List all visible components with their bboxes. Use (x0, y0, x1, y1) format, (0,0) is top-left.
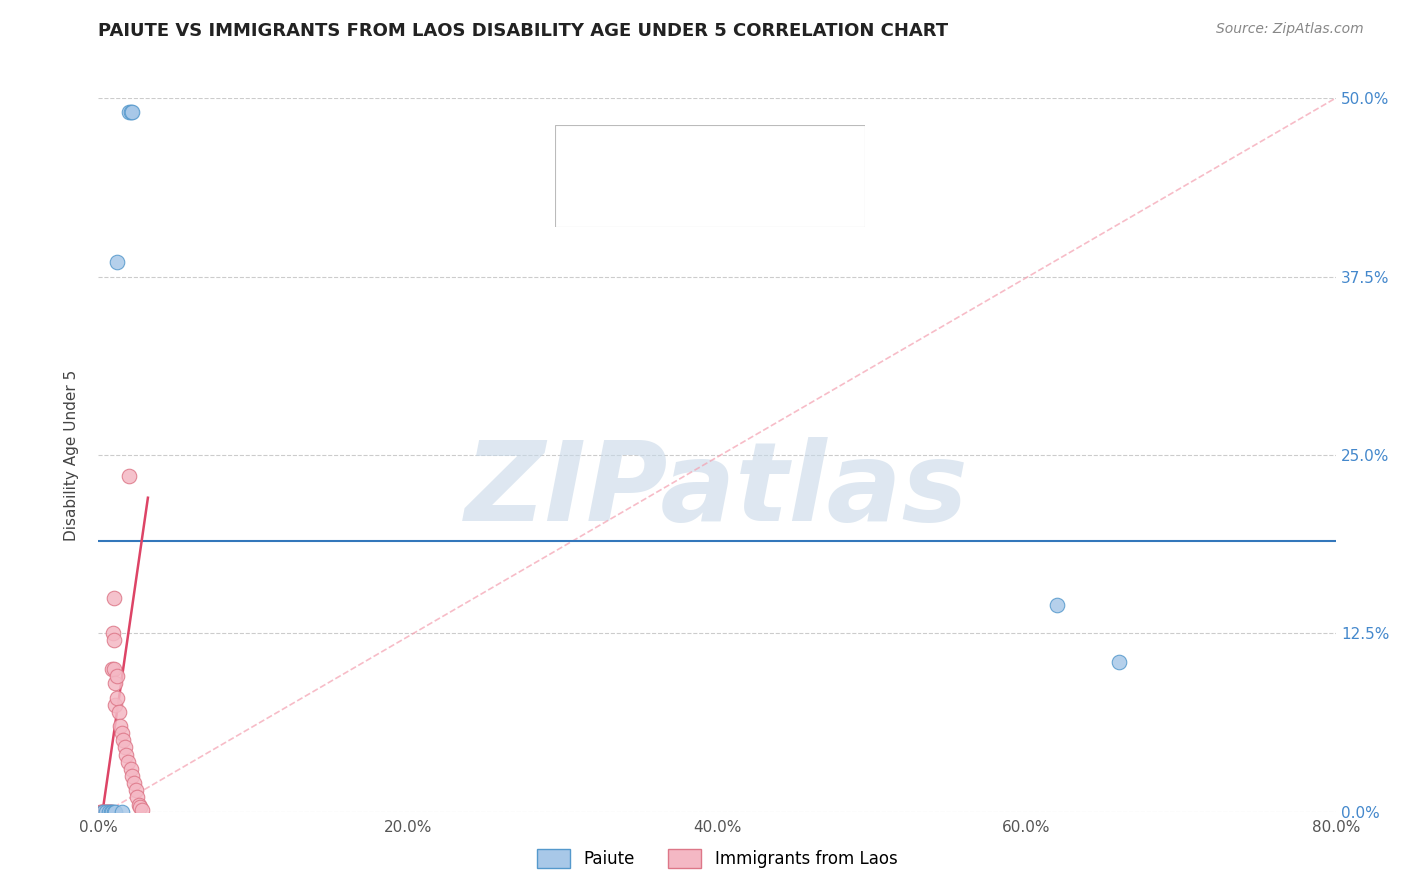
Text: PAIUTE VS IMMIGRANTS FROM LAOS DISABILITY AGE UNDER 5 CORRELATION CHART: PAIUTE VS IMMIGRANTS FROM LAOS DISABILIT… (98, 22, 949, 40)
Point (118, 105, 141, 120)
Point (124, 783, 146, 797)
Point (96, 805, 118, 819)
Point (91, 805, 114, 819)
Point (91, 805, 114, 819)
Point (93, 805, 115, 819)
Point (98, 805, 121, 819)
Point (96, 805, 118, 819)
Point (105, 669, 128, 683)
Point (108, 719, 131, 733)
Point (97, 805, 120, 819)
Point (103, 591, 125, 605)
Text: ZIPatlas: ZIPatlas (465, 437, 969, 544)
Point (121, 769, 143, 783)
Point (114, 740, 136, 755)
Point (97, 805, 120, 819)
FancyBboxPatch shape (568, 184, 612, 216)
Point (128, 797, 150, 812)
Point (118, 469, 141, 483)
Point (120, 762, 142, 776)
Point (100, 805, 122, 819)
Point (101, 805, 124, 819)
Point (100, 805, 122, 819)
Point (112, 733, 135, 747)
Y-axis label: Disability Age Under 5: Disability Age Under 5 (65, 369, 79, 541)
Point (90, 805, 112, 819)
Point (1108, 655, 1130, 669)
Point (96, 805, 118, 819)
Point (107, 705, 129, 719)
Point (117, 755, 139, 769)
Point (101, 662, 124, 676)
Point (1046, 598, 1069, 612)
Point (129, 800, 152, 814)
Point (101, 626, 124, 640)
Point (105, 255, 128, 269)
FancyBboxPatch shape (555, 125, 865, 227)
Point (122, 776, 145, 790)
Point (100, 805, 122, 819)
Point (90, 805, 112, 819)
Point (105, 690, 128, 705)
Point (98, 805, 121, 819)
Text: R = -0.005   N = 11: R = -0.005 N = 11 (623, 144, 786, 161)
FancyBboxPatch shape (568, 136, 612, 169)
Point (127, 790, 149, 805)
Point (120, 105, 142, 120)
Point (104, 676, 127, 690)
Text: Source: ZipAtlas.com: Source: ZipAtlas.com (1216, 22, 1364, 37)
Point (93, 805, 115, 819)
Point (103, 662, 125, 676)
Point (115, 747, 138, 762)
Point (91, 805, 114, 819)
Legend: Paiute, Immigrants from Laos: Paiute, Immigrants from Laos (530, 842, 904, 875)
Point (111, 805, 134, 819)
Point (111, 726, 134, 740)
Point (94, 805, 117, 819)
Point (131, 803, 153, 817)
Point (103, 633, 125, 648)
Point (121, 105, 143, 120)
Point (89, 805, 111, 819)
Point (103, 805, 125, 819)
Point (104, 698, 127, 712)
Text: R =  0.608   N = 41: R = 0.608 N = 41 (623, 191, 786, 209)
Point (104, 805, 127, 819)
Point (98, 805, 121, 819)
